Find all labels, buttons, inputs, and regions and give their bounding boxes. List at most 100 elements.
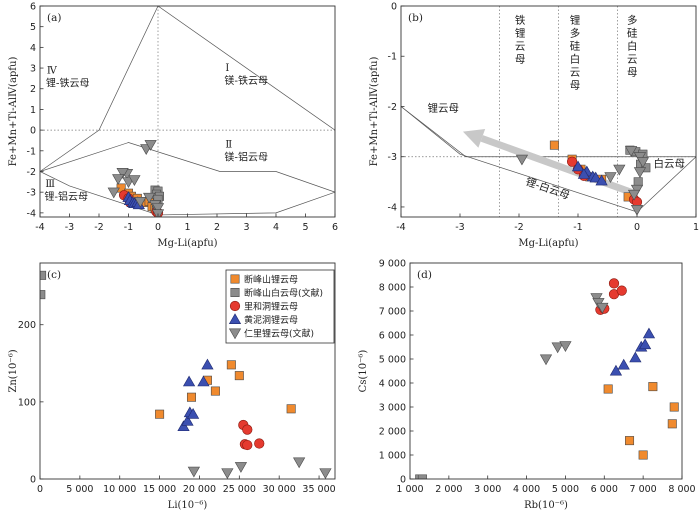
- x-tick-label: 7 000: [630, 484, 657, 495]
- data-point: [629, 351, 642, 363]
- series-a-4: [107, 140, 165, 217]
- y-tick-label: 6: [30, 2, 36, 13]
- data-point: [187, 466, 200, 478]
- region-name: 锂-铁云母: [46, 76, 90, 89]
- y-tick-label: 0: [391, 2, 397, 13]
- region-label-char: 多: [627, 14, 638, 27]
- plot-area: [40, 6, 335, 217]
- legend-label: 仁里锂云母(文献): [244, 328, 314, 340]
- data-point: [234, 371, 244, 381]
- region-name: 锂-铝云母: [44, 191, 88, 203]
- legend-marker: [228, 313, 242, 325]
- region-label-char: 铁: [515, 14, 526, 27]
- data-point: [627, 189, 641, 201]
- region-label-char: 云: [627, 54, 638, 66]
- data-point: [596, 302, 609, 314]
- y-tick-label: 1 000: [379, 451, 406, 462]
- y-tick-label: 3 000: [379, 403, 406, 414]
- x-tick-label: 5 000: [66, 484, 93, 495]
- series-c-1: [40, 270, 47, 300]
- data-point: [186, 392, 196, 402]
- data-point: [319, 468, 332, 479]
- y-tick-label: 2 000: [379, 427, 406, 438]
- region-name: 镁-铝云母: [224, 151, 268, 164]
- x-tick-label: 6 000: [591, 484, 618, 495]
- data-point: [642, 327, 656, 339]
- x-tick-label: -2: [94, 222, 103, 233]
- x-tick-label: 1 000: [396, 484, 423, 495]
- x-tick-label: 25 000: [223, 484, 256, 495]
- data-point: [116, 168, 129, 179]
- data-point: [181, 414, 194, 426]
- panel-label: (c): [47, 269, 61, 281]
- y-axis-label: Fe+Mn+Ti-AlⅣ(apfu): [8, 57, 19, 167]
- y-tick-label: 0: [30, 126, 36, 137]
- y-tick-label: -1: [388, 52, 397, 63]
- x-axis-label: Mg-Li(apfu): [518, 238, 578, 249]
- data-point: [40, 270, 47, 280]
- region-label-char: 母: [627, 67, 638, 79]
- region-label-char: 锂: [570, 14, 581, 27]
- y-tick-label: 3: [30, 64, 36, 75]
- region-label: 锂多硅白云母: [570, 14, 581, 92]
- y-tick-label: 4: [30, 43, 36, 54]
- data-point: [589, 171, 602, 183]
- y-tick-label: 6 000: [379, 331, 406, 342]
- x-tick-label: 35 000: [302, 484, 335, 495]
- series-c-3: [177, 358, 214, 432]
- x-tick-label: 1: [693, 222, 699, 233]
- x-tick-label: 4: [273, 222, 279, 233]
- series-c-2: [238, 419, 265, 451]
- data-point: [571, 160, 585, 172]
- y-tick-label: -4: [27, 208, 36, 219]
- y-tick-label: 1: [30, 105, 36, 116]
- data-point: [128, 175, 141, 186]
- x-tick-label: 0: [634, 222, 640, 233]
- y-tick-label: 5 000: [379, 355, 406, 366]
- region-label-char: 白: [570, 53, 581, 66]
- legend-marker: [229, 300, 241, 312]
- data-point: [186, 407, 200, 419]
- x-tick-label: 30 000: [263, 484, 296, 495]
- data-point: [254, 438, 265, 449]
- data-point: [293, 457, 306, 469]
- boundary-line: [40, 6, 335, 216]
- data-point: [539, 354, 553, 366]
- data-point: [648, 382, 658, 392]
- region-label-char: 母: [570, 80, 581, 92]
- y-tick-label: 7 000: [379, 307, 406, 318]
- y-tick-label: 100: [18, 397, 36, 408]
- x-tick-label: 3 000: [474, 484, 501, 495]
- data-point: [107, 187, 120, 199]
- data-point: [210, 386, 220, 396]
- y-tick-label: -4: [388, 202, 397, 213]
- x-tick-label: 1: [184, 222, 190, 233]
- data-point: [603, 384, 613, 394]
- data-point: [242, 439, 253, 451]
- plot-frame: [400, 5, 697, 218]
- region-label: 锂-白云母: [524, 175, 572, 202]
- legend-label: 里和洞锂云母: [244, 301, 298, 313]
- y-tick-label: -3: [27, 188, 36, 199]
- data-point: [577, 168, 591, 179]
- data-point: [143, 192, 156, 204]
- x-tick-label: -3: [65, 222, 74, 233]
- x-axis-label: Mg-Li(apfu): [157, 238, 217, 249]
- data-point: [286, 404, 296, 414]
- x-tick-label: 20 000: [183, 484, 216, 495]
- region-label-char: 硅: [627, 27, 638, 40]
- data-point: [616, 285, 627, 296]
- data-point: [636, 157, 650, 168]
- legend-marker: [230, 274, 240, 284]
- y-tick-label: 4 000: [379, 379, 406, 390]
- legend-label: 黄泥洞锂云母: [244, 314, 298, 326]
- region-label: 白云母: [654, 157, 686, 170]
- data-point: [40, 290, 46, 300]
- y-tick-label: -1: [27, 146, 36, 157]
- x-tick-label: 4 000: [513, 484, 540, 495]
- series-c-4: [187, 457, 332, 479]
- y-tick-label: 9 000: [379, 259, 406, 270]
- series-b-3: [571, 160, 608, 186]
- data-point: [669, 402, 679, 412]
- legend-marker: [228, 328, 242, 340]
